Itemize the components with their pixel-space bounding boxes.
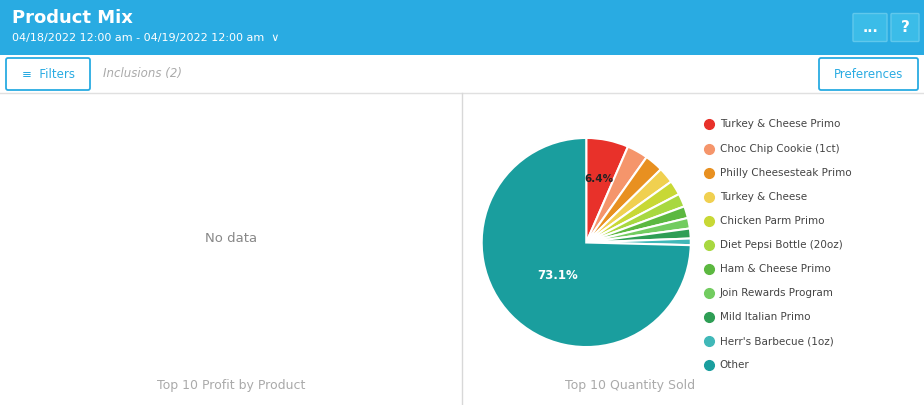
Text: Product Mix: Product Mix (12, 9, 133, 27)
FancyBboxPatch shape (853, 13, 887, 41)
Text: ≡  Filters: ≡ Filters (21, 68, 75, 81)
Wedge shape (586, 218, 690, 243)
Wedge shape (586, 207, 687, 243)
Text: Join Rewards Program: Join Rewards Program (720, 288, 833, 298)
Text: Herr's Barbecue (1oz): Herr's Barbecue (1oz) (720, 336, 833, 346)
Bar (0, 55, 924, 93)
Text: Turkey & Cheese Primo: Turkey & Cheese Primo (720, 119, 840, 130)
Text: ...: ... (862, 21, 878, 34)
Text: Inclusions (2): Inclusions (2) (103, 68, 182, 81)
Wedge shape (586, 194, 685, 243)
Text: 73.1%: 73.1% (537, 269, 578, 282)
Text: Ham & Cheese Primo: Ham & Cheese Primo (720, 264, 831, 274)
Text: Chicken Parm Primo: Chicken Parm Primo (720, 216, 824, 226)
Text: Other: Other (720, 360, 749, 370)
Text: 6.4%: 6.4% (585, 174, 614, 184)
FancyBboxPatch shape (891, 13, 919, 41)
Wedge shape (586, 239, 691, 245)
Text: Diet Pepsi Bottle (20oz): Diet Pepsi Bottle (20oz) (720, 240, 843, 250)
Wedge shape (586, 169, 671, 243)
Wedge shape (586, 147, 647, 243)
Text: Choc Chip Cookie (1ct): Choc Chip Cookie (1ct) (720, 143, 840, 153)
Text: ?: ? (901, 20, 909, 35)
Wedge shape (586, 228, 691, 243)
Text: Top 10 Profit by Product: Top 10 Profit by Product (157, 379, 305, 392)
Wedge shape (586, 138, 628, 243)
FancyBboxPatch shape (819, 58, 918, 90)
Text: No data: No data (205, 232, 257, 245)
Text: 04/18/2022 12:00 am - 04/19/2022 12:00 am  ∨: 04/18/2022 12:00 am - 04/19/2022 12:00 a… (12, 33, 279, 43)
Text: Turkey & Cheese: Turkey & Cheese (720, 192, 807, 202)
Bar (0, 0, 924, 55)
Wedge shape (481, 138, 691, 347)
FancyBboxPatch shape (6, 58, 90, 90)
Text: Top 10 Quantity Sold: Top 10 Quantity Sold (565, 379, 695, 392)
Wedge shape (586, 181, 679, 243)
Text: Philly Cheesesteak Primo: Philly Cheesesteak Primo (720, 168, 852, 178)
Text: Preferences: Preferences (833, 68, 903, 81)
Wedge shape (586, 157, 661, 243)
Text: Mild Italian Primo: Mild Italian Primo (720, 312, 810, 322)
